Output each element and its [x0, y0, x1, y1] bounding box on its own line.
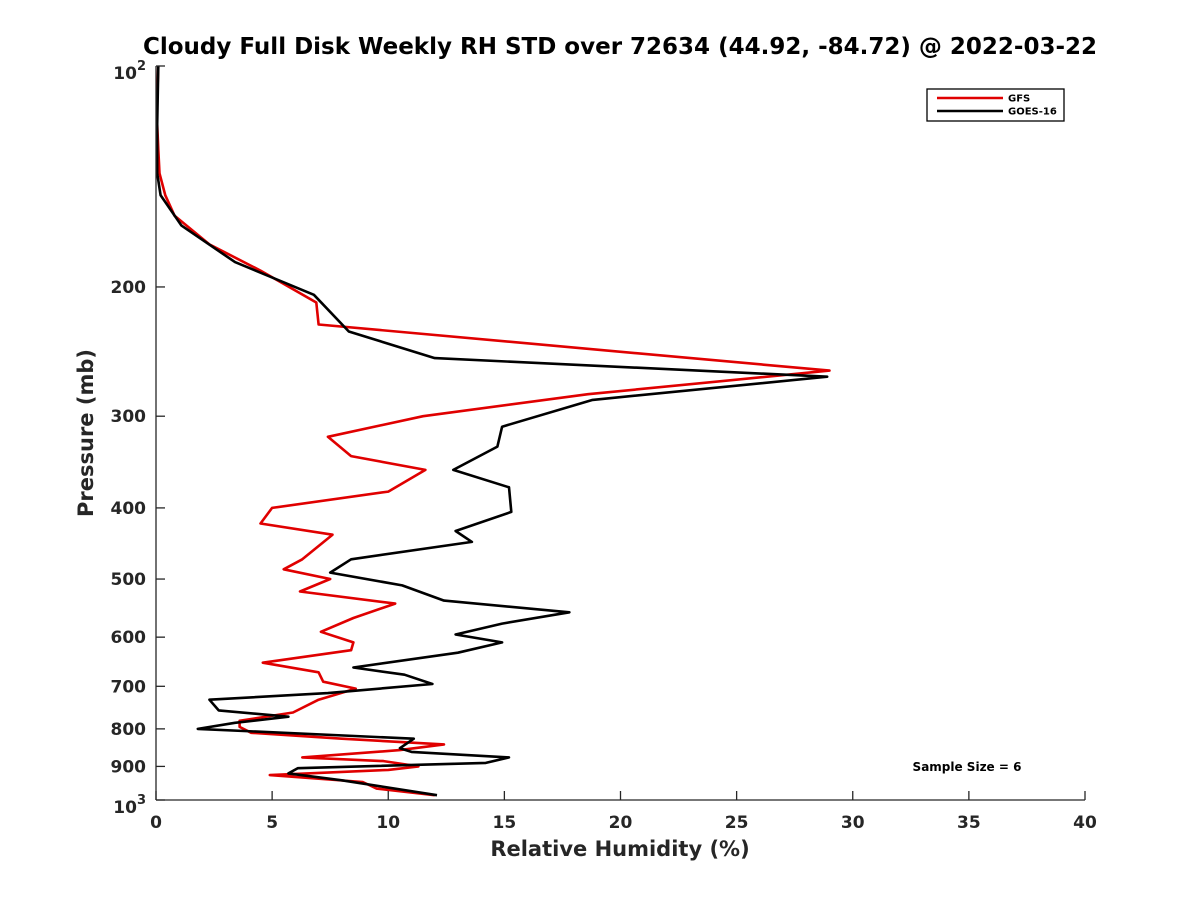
legend-label-gfs: GFS — [1008, 94, 1030, 105]
y-tick-label: 600 — [111, 628, 147, 648]
x-tick-label: 0 — [150, 813, 162, 833]
legend: GFS GOES-16 — [926, 88, 1065, 122]
y-tick-label: 300 — [111, 407, 147, 427]
y-tick-base: 10 — [113, 798, 137, 818]
y-tick-base: 10 — [113, 64, 137, 84]
y-tick-label: 103 — [113, 793, 146, 818]
y-tick-label: 102 — [113, 59, 146, 84]
y-tick-label: 200 — [111, 278, 147, 298]
x-tick-label: 5 — [266, 813, 278, 833]
x-axis-title: Relative Humidity (%) — [490, 837, 749, 861]
x-tick-label: 40 — [1073, 813, 1097, 833]
chart-title: Cloudy Full Disk Weekly RH STD over 7263… — [143, 34, 1097, 60]
y-tick-label: 500 — [111, 570, 147, 590]
x-tick-label: 25 — [725, 813, 749, 833]
x-tick-label: 30 — [841, 813, 865, 833]
series-line-gfs — [155, 65, 831, 797]
y-tick-label: 400 — [111, 499, 147, 519]
series-line-goes-16 — [155, 65, 829, 797]
plot-area: 0 5 10 15 20 25 30 35 40102200300400500600700800… — [111, 59, 1097, 833]
y-tick-exponent: 3 — [137, 793, 146, 808]
y-tick-label: 900 — [111, 757, 147, 777]
y-tick-label: 700 — [111, 677, 147, 697]
sample-size-annotation: Sample Size = 6 — [913, 760, 1022, 774]
x-tick-label: 20 — [609, 813, 633, 833]
legend-box — [926, 88, 1065, 122]
y-tick-label: 800 — [111, 720, 147, 740]
legend-label-goes-16: GOES-16 — [1008, 107, 1057, 118]
x-tick-label: 35 — [957, 813, 981, 833]
x-tick-label: 10 — [376, 813, 400, 833]
y-tick-exponent: 2 — [137, 59, 146, 74]
y-axis-title: Pressure (mb) — [74, 349, 98, 517]
x-tick-label: 15 — [493, 813, 517, 833]
